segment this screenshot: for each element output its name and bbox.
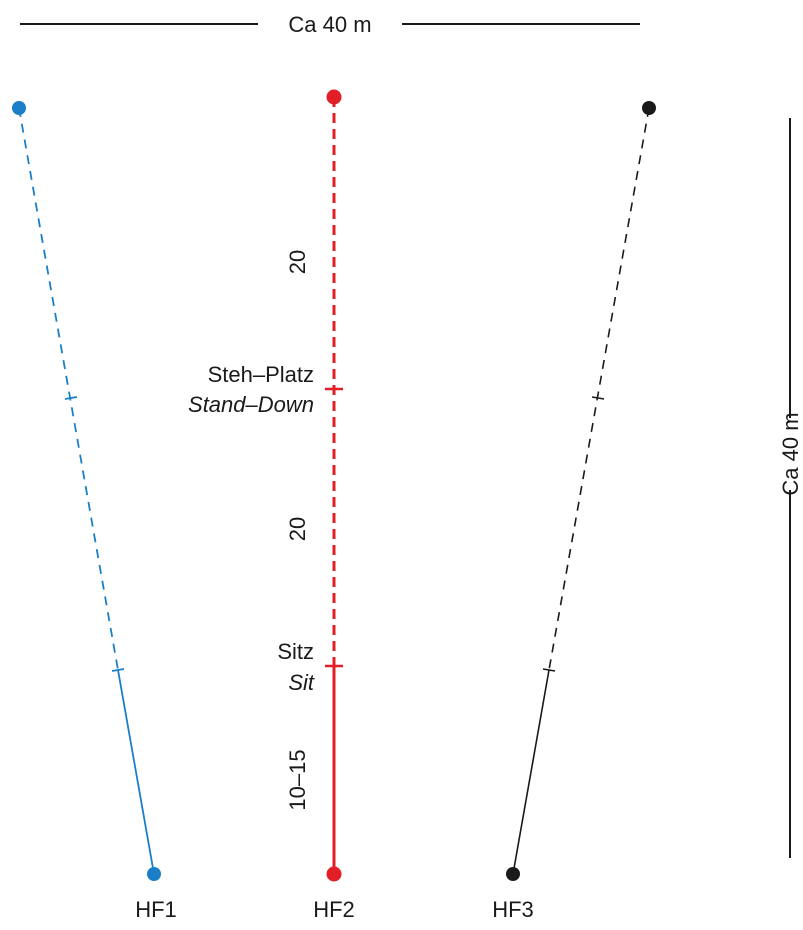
right-dimension: Ca 40 m: [778, 118, 803, 858]
lane-hf2-start-point: [326, 89, 342, 105]
top-dimension: Ca 40 m: [20, 12, 640, 37]
stand-label-en: Stand–Down: [188, 392, 314, 417]
right-dimension-label: Ca 40 m: [778, 412, 803, 495]
distance-label-middle: 20: [285, 517, 310, 541]
stand-label-de: Steh–Platz: [208, 362, 314, 387]
lane-hf3: [506, 101, 656, 881]
lane-hf3-solid-segment: [512, 669, 550, 875]
lane-name-hf2: HF2: [313, 897, 355, 922]
lane-hf2: [325, 89, 343, 882]
lane-hf1: [12, 101, 161, 881]
lane-hf1-start-point: [12, 101, 26, 115]
lane-hf2-end-point: [326, 866, 342, 882]
lane-hf3-stand-tick: [591, 396, 605, 400]
lane-name-hf3: HF3: [492, 897, 534, 922]
lane-hf3-dashed-segment: [548, 107, 650, 671]
lane-hf1-sit-tick: [111, 668, 125, 672]
lane-hf1-end-point: [147, 867, 161, 881]
sit-label-en: Sit: [288, 670, 315, 695]
lane-hf3-end-point: [506, 867, 520, 881]
lane-hf3-sit-tick: [542, 668, 556, 672]
lane-hf3-start-point: [642, 101, 656, 115]
lane-hf1-dashed-segment: [18, 107, 119, 671]
lane-name-hf1: HF1: [135, 897, 177, 922]
sit-label-de: Sitz: [277, 639, 314, 664]
distance-label-bottom: 10–15: [285, 749, 310, 810]
lane-hf1-solid-segment: [117, 669, 155, 875]
distance-label-top: 20: [285, 250, 310, 274]
lane-hf1-stand-tick: [64, 396, 78, 400]
top-dimension-label: Ca 40 m: [288, 12, 371, 37]
